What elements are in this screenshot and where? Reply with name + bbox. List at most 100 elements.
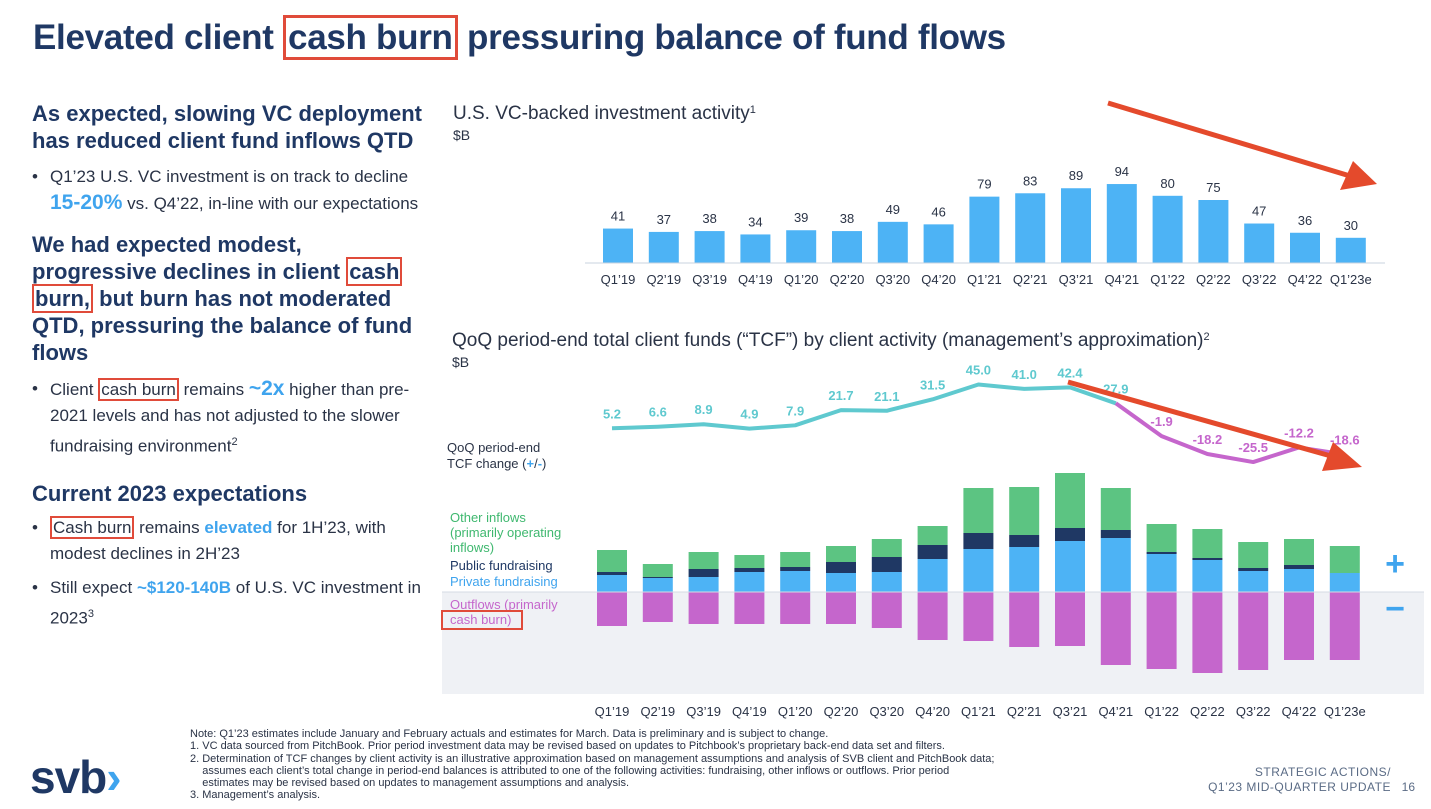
x-tick-label: Q3’20 [875,272,910,287]
x-tick-label: Q1’20 [778,704,813,719]
stacked-bar-segment [963,488,994,533]
bar-value-label: 36 [1298,213,1312,228]
title-post: pressuring balance of fund flows [467,18,1006,57]
heading-2: We had expected modest, progressive decl… [32,232,413,365]
x-tick-label: Q3’21 [1053,704,1088,719]
cash-burn-highlight-box [441,610,523,630]
x-tick-label: Q3’22 [1242,272,1277,287]
bar-value-label: 80 [1160,176,1174,191]
stacked-bar-segment [1284,592,1314,660]
stacked-bar-segment [780,571,811,592]
footer-caption: STRATEGIC ACTIONS/ Q1’23 MID-QUARTER UPD… [1208,765,1391,794]
tcf-chart: QoQ period-end total client funds (“TCF”… [441,330,1424,719]
tcf-line-value-label: -25.5 [1238,440,1268,455]
x-tick-label: Q4’19 [738,272,773,287]
stacked-bar-segment [780,552,811,567]
stacked-bar-segment [1055,473,1085,528]
bar-value-label: 38 [840,211,854,226]
stacked-bar-segment [780,592,811,624]
x-tick-label: Q2’19 [640,704,675,719]
bar-value-label: 37 [657,212,671,227]
x-tick-label: Q3’19 [692,272,727,287]
chevron-right-icon: › [106,751,121,803]
x-tick-label: Q1’19 [601,272,636,287]
tcf-line-value-label: 42.4 [1057,365,1083,380]
stacked-bar-segment [1192,529,1223,558]
note-line: 3. Management’s analysis. [190,789,321,802]
title-highlight: cash burn [283,15,458,60]
stacked-bar-segment [871,572,902,592]
stacked-bar-segment [1192,560,1223,592]
stacked-bar-segment [597,575,627,592]
x-tick-label: Q4’20 [915,704,950,719]
x-tick-label: Q1’21 [967,272,1002,287]
note-line: estimates may be revised based on update… [190,777,630,790]
x-tick-label: Q2’20 [830,272,865,287]
stacked-bar-segment [871,592,902,628]
trend-arrowhead [1340,161,1377,190]
stacked-bar-segment [642,577,673,578]
legend-public-fundraising: Public fundraising [450,558,553,573]
chart-title: QoQ period-end total client funds (“TCF”… [452,330,1210,351]
x-tick-label: Q3’21 [1059,272,1094,287]
x-tick-label: Q2’21 [1013,272,1048,287]
stacked-bar-segment [1055,528,1085,541]
cash-burn-box: cash burn [98,378,179,401]
bar [694,231,725,263]
bar-value-label: 34 [748,214,762,229]
tcf-line-positive [611,382,1117,431]
bar [1015,193,1046,263]
stacked-bar-segment [1146,524,1177,552]
stacked-bar-segment [734,572,765,592]
cash-box: cash [346,257,403,286]
accent-15-20: 15-20% [50,191,123,214]
minus-sign-icon: − [1385,590,1405,628]
stacked-bar-segment [1284,565,1314,569]
stacked-bar-segment [1284,569,1314,592]
x-tick-label: Q1’20 [784,272,819,287]
stacked-bar-segment [963,592,994,641]
stacked-bar-segment [1009,547,1040,592]
stacked-bar-segment [826,562,856,573]
stacked-bar-segment [734,592,765,624]
bar [832,231,862,263]
tcf-line-value-label: 21.1 [874,389,899,404]
stacked-bar-segment [780,567,811,571]
stacked-bar-segment [871,539,902,557]
tcf-line-value-label: 45.0 [966,363,991,378]
tcf-line-value-label: 5.2 [603,406,621,421]
stacked-bar-segment [1100,538,1131,592]
bullet-3: Cash burn remains elevated for 1H’23, wi… [32,515,427,567]
x-tick-label: Q1’21 [961,704,996,719]
tcf-line-value-label: 8.9 [695,402,713,417]
stacked-bar-segment [917,545,948,559]
stacked-bar-segment [871,557,902,572]
stacked-bar-segment [597,572,627,575]
stacked-bar-segment [734,568,765,572]
vc-investment-chart: U.S. VC-backed investment activity1 $B 41 Q… [453,100,1385,287]
x-tick-label: Q4’20 [921,272,956,287]
x-tick-label: Q3’22 [1236,704,1271,719]
legend-other-inflows: (primarily operating [450,525,561,540]
legend-outflows: Outflows (primarily [450,597,558,612]
bar-value-label: 83 [1023,173,1037,188]
svb-logo: svb› [30,751,122,803]
bar [1106,184,1137,263]
trend-arrowhead [1322,442,1362,471]
heading-1: As expected, slowing VC deployment has r… [32,101,422,153]
legend-tcf-line-2: TCF change (+/-) [447,456,546,471]
legend-separator: / [534,456,538,471]
stacked-bar-segment [1146,554,1177,592]
bullet-4: Still expect ~$120-140B of U.S. VC inves… [32,575,427,632]
legend-plus: + [526,456,534,471]
stacked-bar-segment [688,577,719,592]
bar-value-label: 47 [1252,204,1266,219]
chart-title: U.S. VC-backed investment activity1 [453,103,756,124]
x-tick-label: Q1’23e [1330,272,1372,287]
stacked-bar-segment [1146,552,1177,554]
bar-value-label: 89 [1069,168,1083,183]
stacked-bar-segment [1238,571,1269,592]
x-tick-label: Q4’21 [1098,704,1133,719]
stacked-bar-segment [642,564,673,577]
page-number: 16 [1401,780,1415,794]
